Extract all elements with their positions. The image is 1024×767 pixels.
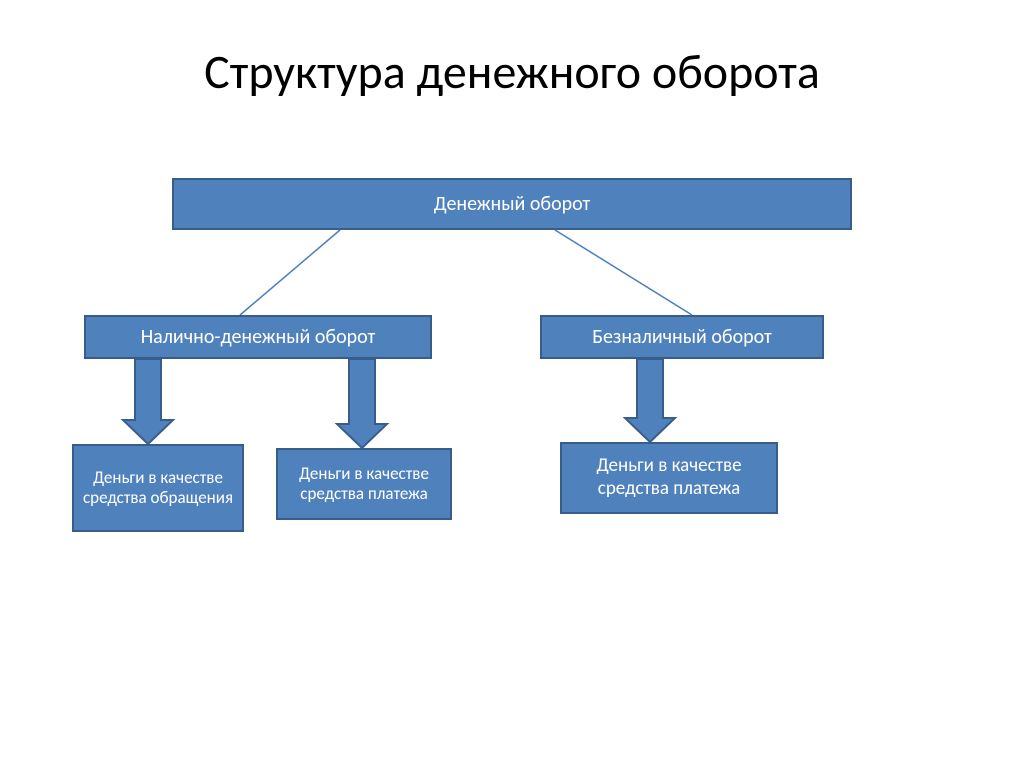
box-leaf-3: Деньги в качестве средства платежа	[560, 442, 778, 514]
box-leaf-2-label: Деньги в качестве средства платежа	[286, 464, 442, 505]
box-cash-label: Налично-денежный оборот	[141, 325, 376, 349]
box-noncash: Безналичный оборот	[540, 315, 824, 359]
box-leaf-3-label: Деньги в качестве средства платежа	[570, 455, 768, 501]
box-leaf-1: Деньги в качестве средства обращения	[72, 444, 244, 532]
box-root: Денежный оборот	[172, 178, 852, 230]
connectors-layer	[0, 0, 1024, 767]
slide: Структура денежного оборота Денежный обо…	[0, 0, 1024, 767]
box-leaf-1-label: Деньги в качестве средства обращения	[82, 468, 234, 509]
slide-title: Структура денежного оборота	[0, 42, 1024, 101]
box-noncash-label: Безналичный оборот	[592, 325, 772, 349]
box-root-label: Денежный оборот	[434, 192, 591, 216]
box-leaf-2: Деньги в качестве средства платежа	[276, 448, 452, 520]
box-cash: Налично-денежный оборот	[84, 315, 432, 359]
